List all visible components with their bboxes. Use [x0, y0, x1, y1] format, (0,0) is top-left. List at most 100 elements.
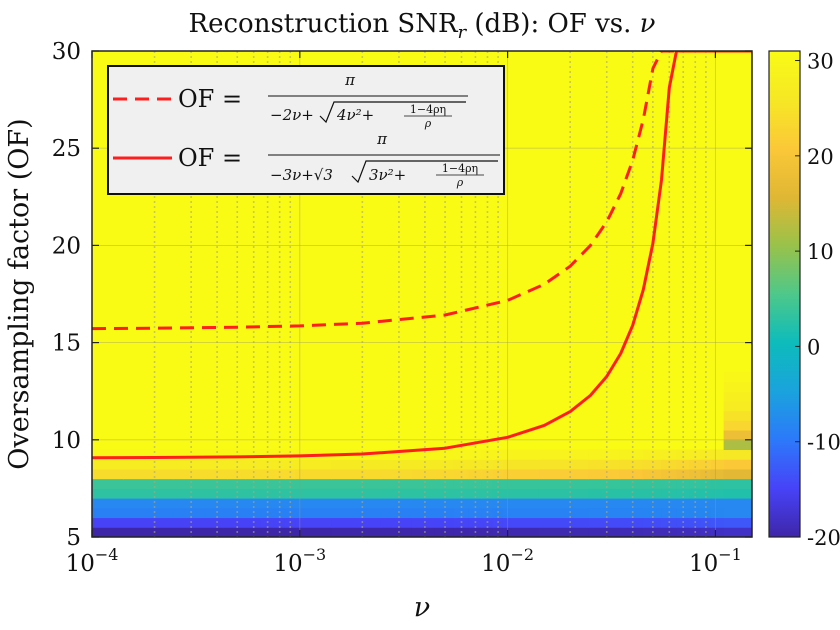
heatmap-cell [661, 459, 677, 470]
legend-entry-2-denominator-prefix: −3ν+√3 [270, 166, 333, 184]
y-axis-label: Oversampling factor (OF) [4, 118, 35, 469]
heatmap-cell [676, 498, 690, 509]
heatmap-cell [172, 449, 205, 460]
legend-entry-2-lhs: OF = [178, 144, 242, 172]
heatmap-cell [502, 478, 540, 489]
heatmap-cell [295, 507, 332, 519]
heatmap-cell [642, 478, 662, 489]
heatmap-cell [380, 498, 413, 509]
legend-entry-1-small-denominator: ρ [424, 117, 432, 130]
legend-entry-1-radicand: 4ν²+ [336, 106, 374, 124]
colorbar-tick-label: 20 [807, 145, 834, 169]
heatmap-cell [434, 459, 454, 470]
heatmap-cell [588, 517, 621, 528]
heatmap-cell [723, 381, 752, 392]
heatmap-cell [295, 488, 332, 499]
heatmap-cell [538, 478, 589, 489]
heatmap-cell [689, 459, 702, 470]
heatmap-cell [260, 449, 275, 460]
heatmap-cell [273, 468, 286, 480]
legend-entry-1-denominator-prefix: −2ν+ [270, 106, 314, 124]
heatmap-cell [411, 468, 436, 480]
x-tick-label: 10−3 [273, 545, 326, 577]
heatmap-cell [204, 459, 228, 470]
x-tick-label: 10−2 [481, 545, 534, 577]
heatmap-cell [468, 459, 482, 470]
heatmap-cell [700, 498, 712, 509]
heatmap-cell [661, 449, 677, 460]
heatmap-cell [204, 488, 228, 499]
heatmap-cell [284, 488, 296, 499]
heatmap-cell [434, 478, 454, 489]
heatmap-cell [492, 459, 504, 470]
heatmap-cell [273, 449, 286, 460]
heatmap-cell [172, 468, 205, 480]
heatmap-cell [676, 488, 690, 499]
heatmap-cell [723, 498, 752, 509]
heatmap-cell [273, 488, 286, 499]
heatmap-cell [123, 459, 174, 470]
heatmap-cell [676, 459, 690, 470]
heatmap-cell [710, 459, 725, 470]
heatmap-cell [380, 488, 413, 499]
heatmap-cell [260, 498, 275, 509]
heatmap-cell [710, 507, 725, 519]
heatmap-cell [676, 449, 690, 460]
heatmap-cell [453, 459, 469, 470]
heatmap-cell [295, 517, 332, 528]
legend-entry-1-sqrt-sign [319, 101, 466, 124]
heatmap-cell [295, 527, 332, 537]
heatmap-cell [380, 468, 413, 480]
heatmap-cell [710, 478, 725, 489]
heatmap-cell [227, 498, 246, 509]
heatmap-cell [468, 449, 482, 460]
heatmap-cell [411, 478, 436, 489]
heatmap-cell [538, 498, 589, 509]
heatmap-cell [710, 527, 725, 537]
heatmap-cell [172, 517, 205, 528]
heatmap-cell [453, 468, 469, 480]
heatmap-cell [295, 468, 332, 480]
heatmap-cell [468, 498, 482, 509]
legend-entry-2-small-numerator: 1−4ρη [442, 162, 478, 175]
heatmap-cell [700, 488, 712, 499]
colorbar: 30 20 10 0 -10 -20 [768, 50, 840, 550]
heatmap-cell [723, 459, 752, 470]
heatmap-cell [642, 488, 662, 499]
heatmap-cell [481, 498, 494, 509]
heatmap-cell [331, 527, 382, 537]
heatmap-cell [453, 449, 469, 460]
heatmap-cell [619, 468, 644, 480]
heatmap-cell [295, 498, 332, 509]
heatmap-cell [661, 478, 677, 489]
legend: OF = π −2ν+ 4ν²+ 1−4ρη ρ OF = π −3ν+√3 3… [107, 65, 505, 195]
heatmap-cell [723, 468, 752, 480]
heatmap-cell [619, 498, 644, 509]
colorbar-tick-label: 30 [807, 50, 834, 74]
heatmap-cell [411, 498, 436, 509]
heatmap-cell [331, 507, 382, 519]
heatmap-cell [434, 498, 454, 509]
heatmap-cell [295, 478, 332, 489]
heatmap-cell [538, 468, 589, 480]
heatmap-cell [468, 488, 482, 499]
heatmap-cell [710, 488, 725, 499]
heatmap-cell [661, 498, 677, 509]
heatmap-cell [172, 459, 205, 470]
heatmap-cell [204, 478, 228, 489]
heatmap-cell [123, 517, 174, 528]
heatmap-cell [661, 488, 677, 499]
heatmap-cell [710, 449, 725, 460]
y-tick-label: 25 [52, 136, 81, 162]
heatmap-cell [538, 449, 589, 460]
heatmap-cell [661, 468, 677, 480]
heatmap-cell [492, 478, 504, 489]
heatmap-cell [619, 507, 644, 519]
heatmap-cell [331, 488, 382, 499]
heatmap-cell [453, 488, 469, 499]
heatmap-cell [492, 498, 504, 509]
heatmap-cell [245, 498, 262, 509]
heatmap-cell [689, 488, 702, 499]
heatmap-cell [331, 498, 382, 509]
heatmap-cell [588, 488, 621, 499]
